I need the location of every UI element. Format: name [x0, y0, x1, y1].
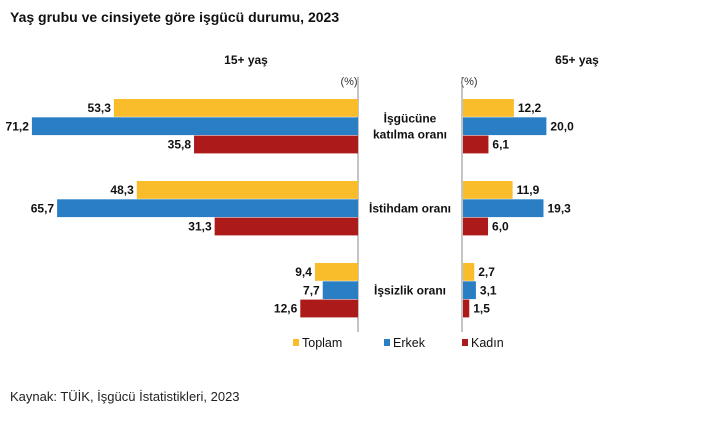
data-label: 35,8	[168, 138, 192, 152]
bar-65plus-toplam-0	[463, 99, 514, 117]
data-label: 9,4	[295, 265, 312, 279]
unit-label-left: (%)	[340, 76, 357, 88]
bar-15plus-toplam-2	[314, 263, 358, 281]
panel-title-65plus: 65+ yaş	[555, 53, 599, 67]
category-label: İşgücüne	[384, 110, 437, 125]
bar-15plus-kadın-0	[194, 135, 358, 154]
bar-65plus-erkek-2	[463, 281, 476, 300]
data-label: 6,1	[492, 138, 509, 152]
unit-label-right: (%)	[460, 76, 477, 88]
legend-label-erkek: Erkek	[393, 336, 426, 350]
chart-title: Yaş grubu ve cinsiyete göre işgücü durum…	[10, 9, 339, 25]
data-label: 48,3	[110, 183, 134, 197]
legend-swatch-erkek	[384, 339, 390, 346]
bar-15plus-toplam-1	[136, 181, 358, 199]
category-label: katılma oranı	[373, 127, 447, 141]
legend-swatch-kadın	[462, 339, 468, 346]
legend-label-toplam: Toplam	[302, 336, 342, 350]
source-note: Kaynak: TÜİK, İşgücü İstatistikleri, 202…	[10, 389, 240, 404]
data-label: 12,6	[274, 302, 298, 316]
data-label: 53,3	[88, 101, 112, 115]
bar-65plus-kadın-2	[463, 299, 470, 318]
panel-title-15plus: 15+ yaş	[224, 53, 268, 67]
data-label: 19,3	[547, 201, 571, 215]
category-label: İstihdam oranı	[369, 200, 451, 215]
bar-65plus-toplam-2	[463, 263, 475, 281]
data-label: 7,7	[303, 283, 320, 297]
bar-65plus-toplam-1	[463, 181, 513, 199]
bar-15plus-erkek-1	[57, 199, 359, 218]
data-label: 3,1	[480, 283, 497, 297]
data-label: 31,3	[188, 220, 212, 234]
bar-65plus-erkek-1	[463, 199, 544, 218]
bar-15plus-toplam-0	[113, 99, 358, 117]
data-label: 12,2	[518, 101, 542, 115]
bar-65plus-kadın-1	[463, 217, 489, 236]
bar-65plus-kadın-0	[463, 135, 489, 154]
data-label: 6,0	[492, 220, 509, 234]
bar-65plus-erkek-0	[463, 117, 547, 136]
bar-15plus-kadın-2	[300, 299, 358, 318]
data-label: 2,7	[478, 265, 495, 279]
data-label: 65,7	[31, 201, 55, 215]
bar-15plus-erkek-0	[31, 117, 359, 136]
legend-label-kadın: Kadın	[471, 336, 504, 350]
data-label: 11,9	[517, 183, 540, 197]
data-label: 71,2	[6, 119, 30, 133]
category-label: İşsizlik oranı	[374, 282, 446, 297]
data-label: 1,5	[473, 302, 490, 316]
bar-15plus-kadın-1	[214, 217, 358, 236]
data-label: 20,0	[550, 119, 574, 133]
legend-swatch-toplam	[293, 339, 299, 346]
bar-15plus-erkek-2	[322, 281, 358, 300]
